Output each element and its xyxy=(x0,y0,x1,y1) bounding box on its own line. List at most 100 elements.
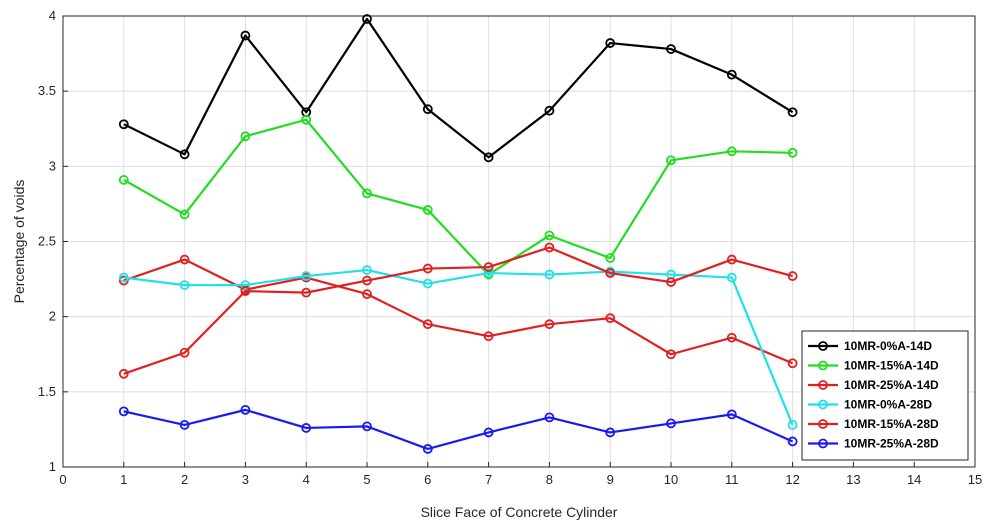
x-tick-label: 2 xyxy=(181,472,188,487)
data-point xyxy=(787,358,798,369)
data-point xyxy=(726,272,737,283)
data-point xyxy=(605,427,616,438)
series-6 xyxy=(118,404,798,454)
data-point xyxy=(301,423,312,433)
y-tick-label: 4 xyxy=(49,8,56,23)
data-point xyxy=(240,286,251,297)
data-point xyxy=(605,38,616,48)
data-point xyxy=(483,152,494,163)
data-point xyxy=(362,188,372,199)
data-point xyxy=(544,242,555,253)
legend-label: 10MR-15%A-14D xyxy=(844,359,939,373)
data-point xyxy=(422,205,433,215)
series-2 xyxy=(118,114,798,280)
data-point xyxy=(118,368,129,379)
data-point xyxy=(787,436,798,447)
data-point xyxy=(726,254,737,265)
legend-entry: 10MR-25%A-14D xyxy=(808,378,939,392)
data-point xyxy=(666,155,676,166)
x-tick-label: 6 xyxy=(424,472,431,487)
y-tick-label: 1.5 xyxy=(38,384,56,399)
data-point xyxy=(666,44,676,54)
y-tick-label: 2 xyxy=(49,309,56,324)
data-point xyxy=(483,331,494,342)
data-point xyxy=(118,272,129,283)
data-point xyxy=(666,349,676,360)
legend-entry: 10MR-0%A-14D xyxy=(808,339,932,353)
series-line xyxy=(123,408,794,451)
data-point xyxy=(240,30,251,41)
series-layer xyxy=(118,14,798,454)
x-tick-label: 7 xyxy=(485,472,492,487)
data-point xyxy=(666,277,676,287)
data-point xyxy=(362,275,372,286)
data-point xyxy=(422,263,433,274)
data-point xyxy=(240,404,251,415)
data-point xyxy=(544,230,555,241)
data-point xyxy=(787,107,798,118)
legend-marker xyxy=(818,360,828,371)
x-tick-label: 11 xyxy=(725,472,739,487)
legend-entry: 10MR-25%A-28D xyxy=(808,437,939,451)
legend-marker xyxy=(818,438,828,449)
x-tick-label: 14 xyxy=(907,472,921,487)
x-tick-label: 12 xyxy=(785,472,799,487)
y-tick-label: 3 xyxy=(49,158,56,173)
data-point xyxy=(362,265,372,275)
x-tick-label: 9 xyxy=(607,472,614,487)
x-tick-label: 0 xyxy=(59,472,66,487)
legend-label: 10MR-25%A-14D xyxy=(844,378,939,392)
data-point xyxy=(666,418,676,429)
y-axis: 1 1.5 2 2.5 3 3.5 4 xyxy=(38,8,68,474)
legend-label: 10MR-0%A-28D xyxy=(844,398,932,412)
data-point xyxy=(726,146,737,157)
data-point xyxy=(605,313,616,324)
x-tick-label: 13 xyxy=(846,472,860,487)
data-point xyxy=(544,269,555,280)
legend-box xyxy=(801,330,969,461)
legend-label: 10MR-0%A-14D xyxy=(844,339,932,353)
data-point xyxy=(544,412,555,423)
data-point xyxy=(422,104,433,115)
y-tick-label: 3.5 xyxy=(38,83,56,98)
data-point xyxy=(301,271,312,281)
y-axis-label: Percentage of voids xyxy=(11,180,27,304)
legend-entry: 10MR-0%A-28D xyxy=(808,398,932,412)
data-point xyxy=(787,147,798,158)
data-point xyxy=(544,319,555,330)
data-point xyxy=(422,319,433,330)
legend-marker xyxy=(818,341,828,351)
data-point xyxy=(362,14,372,24)
data-point xyxy=(179,209,190,220)
legend-marker xyxy=(818,380,828,390)
data-point xyxy=(118,119,129,130)
x-tick-label: 5 xyxy=(363,472,370,487)
series-4 xyxy=(118,265,798,430)
series-line xyxy=(123,118,793,276)
data-point xyxy=(726,332,737,343)
series-1 xyxy=(118,14,798,163)
data-point xyxy=(483,268,494,278)
x-tick-label: 1 xyxy=(120,472,127,487)
legend-label: 10MR-15%A-28D xyxy=(844,417,939,431)
legend-entry: 10MR-15%A-14D xyxy=(808,359,939,373)
data-point xyxy=(240,280,251,290)
data-point xyxy=(483,427,494,438)
data-point xyxy=(179,420,190,430)
x-tick-label: 3 xyxy=(242,472,249,487)
grid xyxy=(62,15,976,468)
data-point xyxy=(118,406,129,417)
data-point xyxy=(605,268,616,278)
data-point xyxy=(422,278,433,289)
data-point xyxy=(422,444,433,454)
x-tick-label: 4 xyxy=(303,472,310,487)
data-point xyxy=(605,253,616,263)
data-point xyxy=(179,347,190,358)
data-point xyxy=(179,280,190,290)
x-tick-label: 15 xyxy=(968,472,982,487)
data-point xyxy=(787,271,798,281)
data-point xyxy=(179,149,190,160)
data-point xyxy=(362,421,372,432)
data-point xyxy=(179,254,190,265)
